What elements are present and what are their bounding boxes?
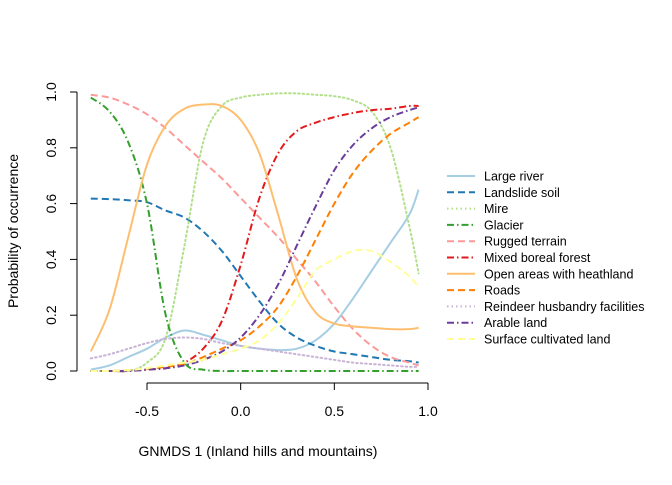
plot-curves	[89, 92, 420, 373]
legend-item-arable-land: Arable land	[447, 316, 547, 330]
legend-label: Landslide soil	[484, 186, 560, 200]
legend-item-roads: Roads	[447, 284, 520, 298]
legend-item-mixed-boreal-forest: Mixed boreal forest	[447, 251, 591, 265]
y-tick-label: 1.0	[43, 82, 59, 102]
legend-item-landslide-soil: Landslide soil	[447, 186, 560, 200]
series-line-arable-land	[90, 106, 419, 373]
y-tick-label: 0.8	[43, 138, 59, 158]
series-line-surface-cultivated-land	[90, 248, 420, 373]
legend-item-open-areas-with-heathland: Open areas with heathland	[447, 267, 633, 281]
legend-item-glacier: Glacier	[447, 218, 524, 232]
series-line-roads	[90, 116, 420, 373]
x-tick-label: -0.5	[135, 403, 159, 419]
series-line-mixed-boreal-forest	[90, 104, 419, 373]
y-tick-label: 0.2	[43, 305, 59, 325]
legend-item-large-river: Large river	[447, 170, 544, 184]
axes: -0.5 0.0 0.5 1.0 0.0 0.2 0.4 0.6 0.8 1.0	[43, 82, 438, 419]
x-tick-label: 0.5	[325, 403, 345, 419]
x-tick-label: 1.0	[418, 403, 438, 419]
series-line-landslide-soil	[90, 197, 419, 364]
legend-label: Mixed boreal forest	[484, 251, 591, 265]
legend-label: Mire	[484, 202, 508, 216]
y-ticks: 0.0 0.2 0.4 0.6 0.8 1.0	[43, 82, 77, 381]
legend-label: Open areas with heathland	[484, 267, 633, 281]
x-tick-label: 0.0	[231, 403, 251, 419]
y-tick-label: 0.4	[43, 249, 59, 269]
legend-label: Roads	[484, 284, 520, 298]
legend: Large river Landslide soil Mire Glacier Rugg…	[447, 170, 645, 347]
series-line-open-areas-with-heathland	[89, 103, 419, 352]
legend-item-surface-cultivated-land: Surface cultivated land	[447, 333, 611, 347]
legend-label: Glacier	[484, 218, 524, 232]
series-line-glacier	[90, 96, 419, 373]
y-tick-label: 0.6	[43, 194, 59, 214]
y-axis-title: Probability of occurrence	[5, 154, 21, 308]
y-tick-label: 0.0	[43, 361, 59, 381]
x-axis-title: GNMDS 1 (Inland hills and mountains)	[139, 443, 378, 459]
legend-item-rugged-terrain: Rugged terrain	[447, 235, 567, 249]
series-line-reindeer-husbandry-facilities	[89, 336, 420, 368]
series-line-mire	[89, 92, 420, 373]
series-line-rugged-terrain	[90, 93, 419, 367]
x-ticks: -0.5 0.0 0.5 1.0	[135, 383, 438, 419]
legend-label: Arable land	[484, 316, 547, 330]
legend-label: Rugged terrain	[484, 235, 567, 249]
legend-label: Large river	[484, 170, 544, 184]
legend-label: Reindeer husbandry facilities	[484, 300, 645, 314]
legend-item-reindeer-husbandry-facilities: Reindeer husbandry facilities	[447, 300, 645, 314]
legend-label: Surface cultivated land	[484, 333, 611, 347]
legend-item-mire: Mire	[447, 202, 508, 216]
